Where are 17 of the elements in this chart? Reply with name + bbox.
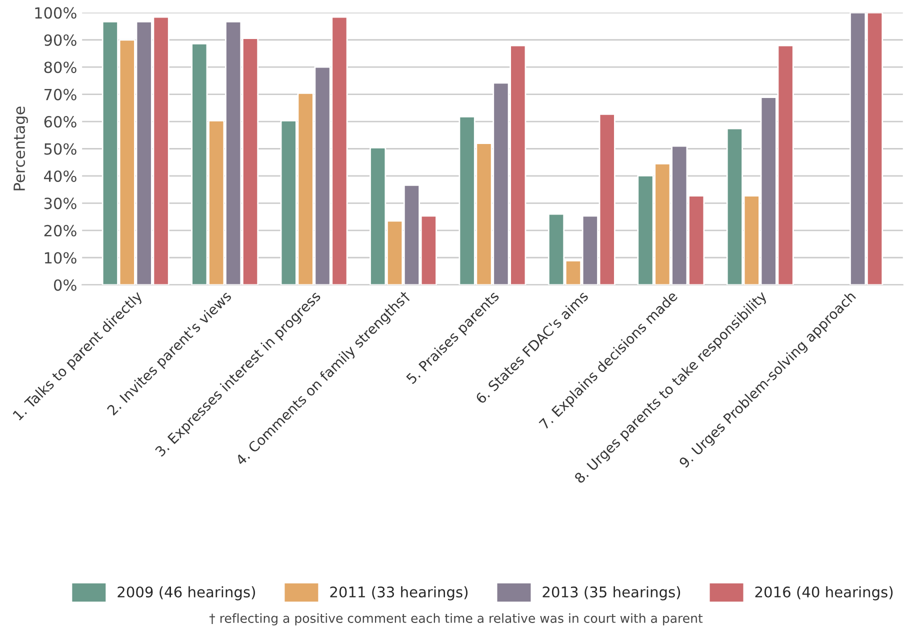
y-tick-label: 100% [35,7,76,19]
y-tick-label: 60% [44,116,76,128]
legend-label: 2011 (33 hearings) [330,586,468,600]
y-tick-label: 90% [44,34,76,46]
y-tick-label: 30% [44,198,76,210]
y-tick-label: 80% [44,62,76,74]
y-tick-label: 20% [44,224,76,236]
y-tick-label: 50% [44,143,76,155]
y-tick-label: 0% [54,279,76,291]
y-tick-label: 40% [44,170,76,182]
y-axis-title: Percentage [14,106,28,190]
legend-label: 2016 (40 hearings) [755,586,893,600]
legend-label: 2009 (46 hearings) [118,586,255,600]
y-tick-label: 70% [44,88,76,100]
legend-label: 2013 (35 hearings) [542,586,680,600]
text: † reflecting a positive comment each time a relative was in court with a parent [209,613,703,626]
y-tick-label: 10% [44,252,76,264]
